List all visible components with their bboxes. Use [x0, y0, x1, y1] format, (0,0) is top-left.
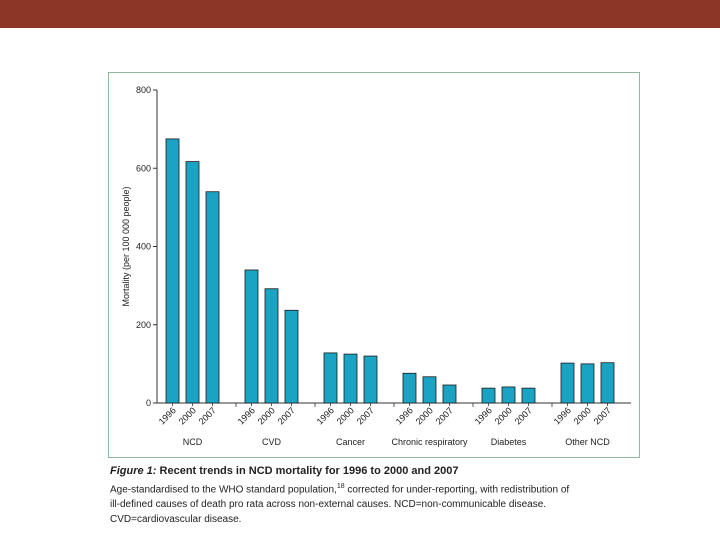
year-label: 2000 — [414, 405, 435, 426]
bar — [244, 269, 259, 404]
bar — [442, 384, 457, 404]
year-label: 1996 — [236, 405, 257, 426]
top-banner — [0, 0, 720, 28]
bar — [402, 372, 417, 404]
bar — [422, 376, 437, 404]
figure-frame: 0 200 400 600 800 Mortality (per 100 000 peop… — [108, 72, 640, 458]
category-label: NCD — [183, 437, 203, 447]
year-label: 2000 — [177, 405, 198, 426]
bar — [580, 363, 595, 404]
bar — [264, 288, 279, 404]
year-label: 2000 — [335, 405, 356, 426]
category-label: Diabetes — [491, 437, 527, 447]
year-label: 1996 — [552, 405, 573, 426]
y-tick-label: 800 — [136, 85, 151, 95]
bar — [284, 309, 299, 404]
bar — [560, 362, 575, 404]
year-label: 1996 — [473, 405, 494, 426]
figure-title: Recent trends in NCD mortality for 1996 … — [159, 465, 459, 477]
category-label: Other NCD — [565, 437, 610, 447]
bar — [205, 191, 220, 404]
bar — [481, 387, 496, 404]
year-label: 2007 — [355, 405, 376, 426]
bar — [600, 362, 615, 404]
year-label: 2007 — [592, 405, 613, 426]
year-label: 2007 — [513, 405, 534, 426]
bar — [323, 352, 338, 404]
caption-line-2: ill-defined causes of death pro rata acr… — [110, 499, 547, 511]
y-tick-label: 200 — [136, 320, 151, 330]
y-tick-label: 0 — [146, 398, 151, 408]
figure-caption: Figure 1: Recent trends in NCD mortality… — [110, 464, 670, 527]
caption-line-1: Age-standardised to the WHO standard pop… — [110, 483, 570, 496]
bar — [521, 387, 536, 404]
year-label: 1996 — [315, 405, 336, 426]
year-label: 2007 — [434, 405, 455, 426]
caption-line-3: CVD=cardiovascular disease. — [110, 514, 242, 526]
category-label: CVD — [262, 437, 282, 447]
y-tick-label: 600 — [136, 163, 151, 173]
category-label: Chronic respiratory — [391, 437, 468, 447]
year-label: 2007 — [276, 405, 297, 426]
bar — [165, 138, 180, 404]
year-label: 2000 — [256, 405, 277, 426]
bar — [343, 353, 358, 404]
bar — [501, 386, 516, 404]
bar — [363, 355, 378, 404]
y-axis-label: Mortality (per 100 000 people) — [121, 186, 131, 306]
bar-chart: 0 200 400 600 800 Mortality (per 100 000 peop… — [121, 85, 631, 447]
year-label: 2007 — [197, 405, 218, 426]
figure-label: Figure 1: — [110, 465, 157, 477]
year-label: 1996 — [394, 405, 415, 426]
caption-title: Figure 1: Recent trends in NCD mortality… — [110, 464, 670, 479]
reference-marker: 18 — [336, 483, 345, 490]
y-tick-label: 400 — [136, 242, 151, 252]
year-label: 1996 — [157, 405, 178, 426]
year-label: 2000 — [493, 405, 514, 426]
bar — [185, 161, 200, 404]
year-label: 2000 — [572, 405, 593, 426]
category-label: Cancer — [336, 437, 365, 447]
